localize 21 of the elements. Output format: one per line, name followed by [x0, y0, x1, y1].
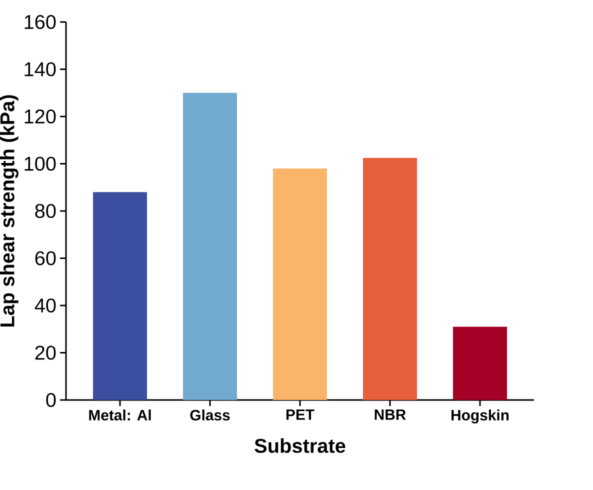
x-tick-label: Metal: Al [89, 409, 151, 420]
x-tick-label: Hogskin [452, 409, 509, 424]
x-tick-label: PET [286, 409, 314, 420]
y-tick-label: 140 [24, 62, 56, 76]
y-tick-label: 40 [34, 298, 56, 313]
x-axis-title: Substrate [254, 438, 346, 453]
y-axis-title: Lap shear strength (kPa) [0, 95, 18, 326]
bar [93, 192, 148, 400]
x-tick-label: NBR [374, 409, 406, 420]
y-tick-label: 0 [46, 392, 56, 408]
bar [453, 326, 508, 400]
bar [273, 168, 327, 400]
bar [363, 158, 417, 400]
x-tick-label: Glass [190, 409, 230, 420]
y-tick-label: 60 [35, 251, 56, 266]
y-tick-label: 120 [24, 109, 56, 124]
y-tick-label: 20 [35, 346, 56, 360]
y-tick-label: 100 [24, 156, 56, 171]
y-tick-label: 160 [24, 14, 56, 30]
y-tick-label: 80 [35, 204, 56, 218]
bar [183, 92, 237, 400]
